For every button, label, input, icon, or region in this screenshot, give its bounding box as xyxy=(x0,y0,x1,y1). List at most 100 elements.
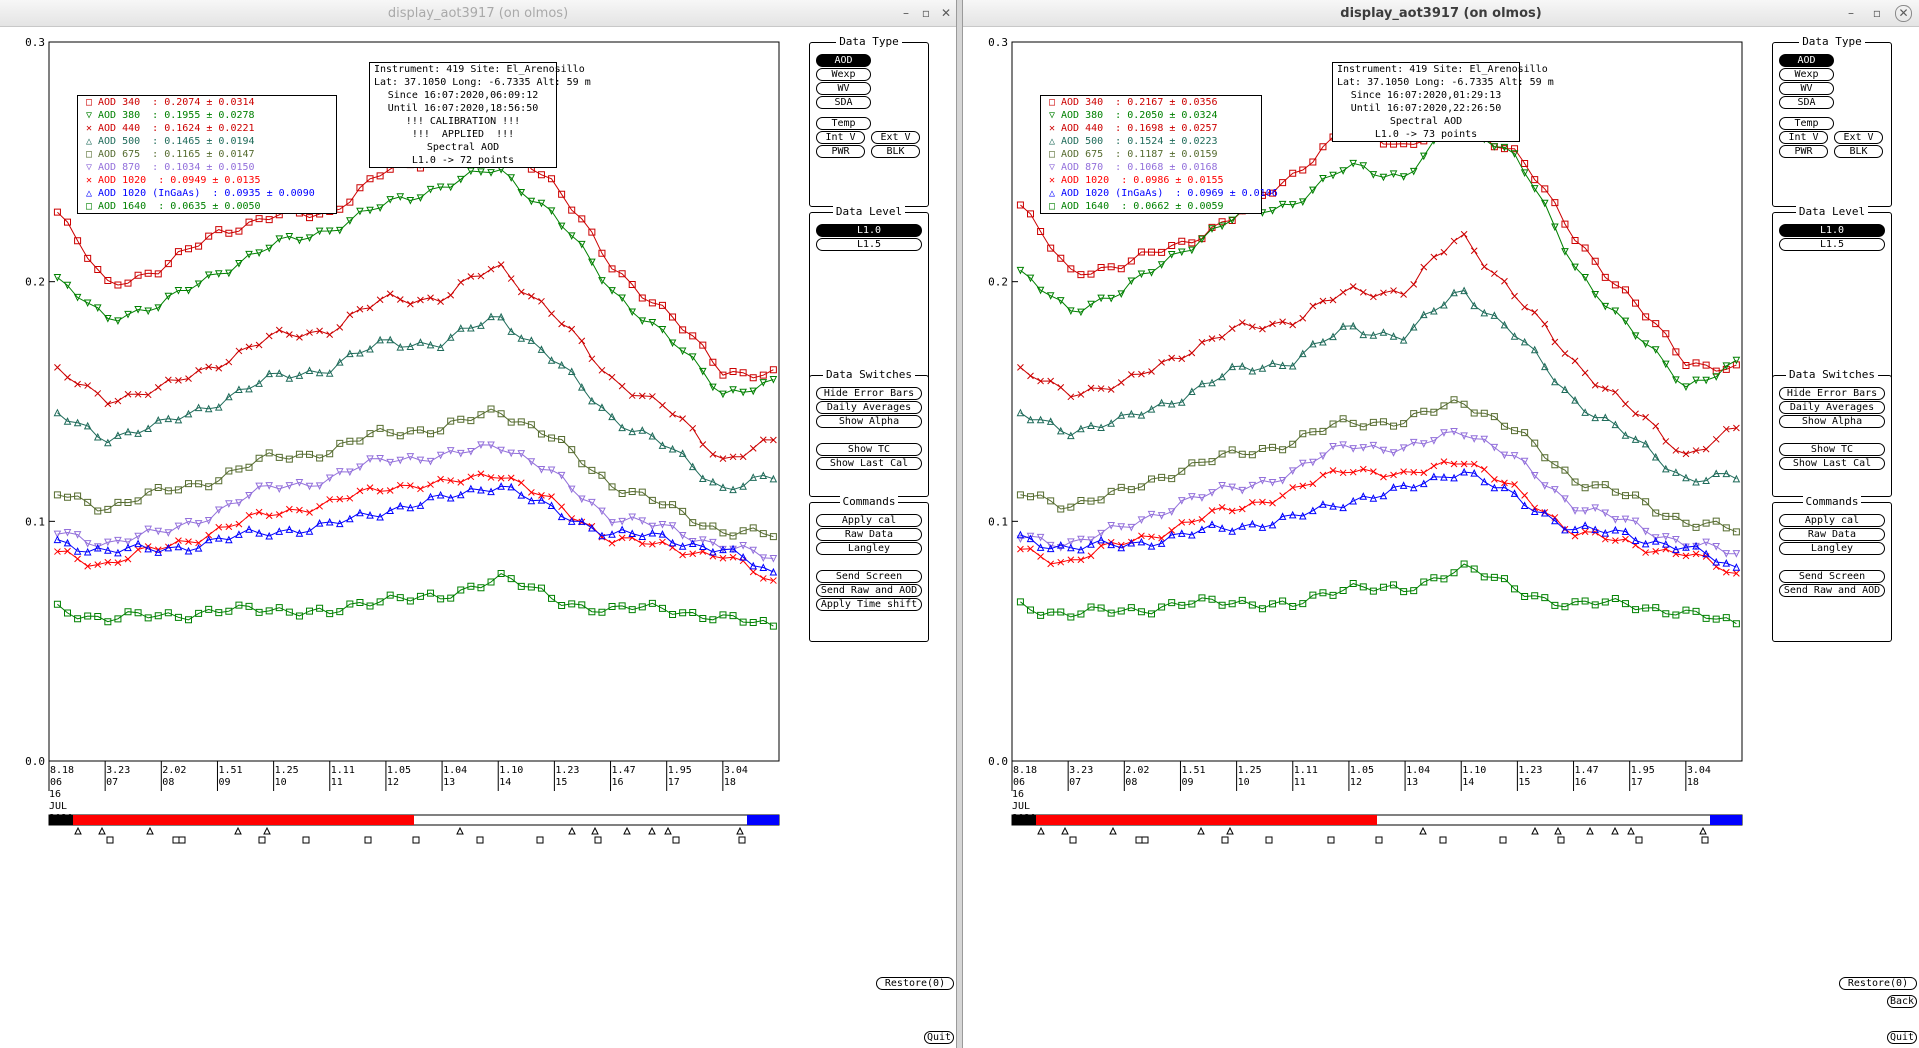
apply-cal-button[interactable]: Apply cal xyxy=(816,514,922,527)
send-raw-and-aod-button[interactable]: Send Raw and AOD xyxy=(1779,584,1885,597)
date-label: 16 xyxy=(1012,789,1024,800)
y-tick-label: 0.0 xyxy=(988,755,1008,768)
series-aod-440 xyxy=(54,261,777,463)
series-line xyxy=(57,444,774,559)
series-markers xyxy=(1016,560,1740,628)
wexp-button[interactable]: Wexp xyxy=(1779,68,1834,81)
legend-label: AOD 1020 : 0.0986 ± 0.0155 xyxy=(1061,175,1224,186)
minimize-icon[interactable]: – xyxy=(1848,6,1854,20)
send-screen-button[interactable]: Send Screen xyxy=(1779,570,1885,583)
x-tick-label: 09 xyxy=(1181,777,1193,788)
daily-averages-button[interactable]: Daily Averages xyxy=(1779,401,1885,414)
ext-v-button[interactable]: Ext V xyxy=(871,131,920,144)
pwr-button[interactable]: PWR xyxy=(1779,145,1828,158)
level-l15-button[interactable]: L1.5 xyxy=(816,238,922,251)
apply-time-shift-button[interactable]: Apply Time shift xyxy=(816,598,922,611)
data-switches-panel: Data Switches Hide Error Bars Daily Aver… xyxy=(1772,368,1892,497)
series-markers xyxy=(1017,458,1740,577)
close-icon[interactable]: ✕ xyxy=(940,6,952,20)
legend-marker-icon: △ xyxy=(85,136,93,147)
level-l10-button[interactable]: L1.0 xyxy=(816,224,922,237)
x-tick-label: 08 xyxy=(1125,777,1137,788)
legend-marker-icon: ▽ xyxy=(85,162,93,173)
send-raw-and-aod-button[interactable]: Send Raw and AOD xyxy=(816,584,922,597)
hide-error-bars-button[interactable]: Hide Error Bars xyxy=(816,387,922,400)
back-button[interactable]: Back xyxy=(1887,995,1917,1008)
timeline-marker-icon xyxy=(1197,826,1205,835)
show-tc-button[interactable]: Show TC xyxy=(1779,443,1885,456)
int-v-button[interactable]: Int V xyxy=(1779,131,1828,144)
maximize-icon[interactable]: ▫ xyxy=(1872,6,1882,20)
legend-entry: ✕ AOD 440 : 0.1698 ± 0.0257 xyxy=(1043,122,1257,135)
legend-label: AOD 675 : 0.1187 ± 0.0159 xyxy=(1061,149,1218,160)
daily-averages-button[interactable]: Daily Averages xyxy=(816,401,922,414)
title-bar[interactable]: display_aot3917 (on olmos) – ▫ ✕ xyxy=(963,0,1919,27)
timeline-square-icon xyxy=(1375,836,1383,844)
data-type-panel: Data Type AOD Wexp WV SDA Temp Int V Ext… xyxy=(809,35,929,207)
timeline-morning-segment xyxy=(1036,815,1377,825)
apply-cal-button[interactable]: Apply cal xyxy=(1779,514,1885,527)
legend-marker-icon: □ xyxy=(85,149,93,160)
raw-data-button[interactable]: Raw Data xyxy=(1779,528,1885,541)
data-switches-panel: Data Switches Hide Error Bars Daily Aver… xyxy=(809,368,929,497)
raw-data-button[interactable]: Raw Data xyxy=(816,528,922,541)
restore-button[interactable]: Restore(0) xyxy=(1839,977,1917,990)
y-tick-label: 0.3 xyxy=(25,36,45,49)
show-alpha-button[interactable]: Show Alpha xyxy=(816,415,922,428)
info-line: Spectral AOD xyxy=(1389,116,1463,127)
legend-label: AOD 500 : 0.1524 ± 0.0223 xyxy=(1061,136,1218,147)
minimize-icon[interactable]: – xyxy=(903,6,909,20)
sda-button[interactable]: SDA xyxy=(1779,96,1834,109)
blk-button[interactable]: BLK xyxy=(871,145,920,158)
x-tick-label: 13 xyxy=(443,777,455,788)
int-v-button[interactable]: Int V xyxy=(816,131,865,144)
send-screen-button[interactable]: Send Screen xyxy=(816,570,922,583)
show-alpha-button[interactable]: Show Alpha xyxy=(1779,415,1885,428)
quit-button[interactable]: Quit xyxy=(924,1031,954,1044)
pwr-button[interactable]: PWR xyxy=(816,145,865,158)
maximize-icon[interactable]: ▫ xyxy=(921,6,931,20)
timeline-marker-icon xyxy=(98,826,106,835)
info-line: Spectral AOD xyxy=(426,142,500,153)
restore-button[interactable]: Restore(0) xyxy=(876,977,954,990)
show-last-cal-button[interactable]: Show Last Cal xyxy=(1779,457,1885,470)
legend-label: AOD 870 : 0.1034 ± 0.0150 xyxy=(98,162,255,173)
x-tick-label: 16 xyxy=(612,777,624,788)
series-markers xyxy=(53,166,778,399)
x-tick-label: 1.47 xyxy=(1575,765,1599,776)
commands-panel: Commands Apply cal Raw Data Langley Send… xyxy=(1772,495,1892,642)
show-last-cal-button[interactable]: Show Last Cal xyxy=(816,457,922,470)
wv-button[interactable]: WV xyxy=(816,82,871,95)
langley-button[interactable]: Langley xyxy=(816,542,922,555)
series-aod-870 xyxy=(1016,427,1741,558)
temp-button[interactable]: Temp xyxy=(1779,117,1834,130)
close-icon[interactable]: ✕ xyxy=(1895,5,1912,22)
wv-button[interactable]: WV xyxy=(1779,82,1834,95)
legend-entry: △ AOD 1020 (InGaAs) : 0.0935 ± 0.0090 xyxy=(80,187,332,200)
show-tc-button[interactable]: Show TC xyxy=(816,443,922,456)
temp-button[interactable]: Temp xyxy=(816,117,871,130)
timeline-marker-icon xyxy=(568,826,576,835)
ext-v-button[interactable]: Ext V xyxy=(1834,131,1883,144)
level-l10-button[interactable]: L1.0 xyxy=(1779,224,1885,237)
wexp-button[interactable]: Wexp xyxy=(816,68,871,81)
x-tick-label: 3.23 xyxy=(106,765,130,776)
timeline-square-icon xyxy=(364,836,372,844)
x-tick-label: 13 xyxy=(1406,777,1418,788)
title-bar[interactable]: display_aot3917 (on olmos) – ▫ ✕ xyxy=(0,0,956,27)
aod-button[interactable]: AOD xyxy=(816,54,871,67)
sda-button[interactable]: SDA xyxy=(816,96,871,109)
quit-button[interactable]: Quit xyxy=(1887,1031,1917,1044)
timeline-morning-segment xyxy=(73,815,414,825)
level-l15-button[interactable]: L1.5 xyxy=(1779,238,1885,251)
info-line: Lat: 37.1050 Long: -6.7335 Alt: 59 m xyxy=(1337,77,1554,88)
timeline-square-icon xyxy=(106,836,114,844)
langley-button[interactable]: Langley xyxy=(1779,542,1885,555)
hide-error-bars-button[interactable]: Hide Error Bars xyxy=(1779,387,1885,400)
window-title: display_aot3917 (on olmos) xyxy=(387,6,569,21)
timeline-square-icon xyxy=(1141,836,1149,844)
aod-button[interactable]: AOD xyxy=(1779,54,1834,67)
legend-marker-icon: ▽ xyxy=(1048,162,1056,173)
info-line: Since 16:07:2020,01:29:13 xyxy=(1350,90,1502,101)
blk-button[interactable]: BLK xyxy=(1834,145,1883,158)
